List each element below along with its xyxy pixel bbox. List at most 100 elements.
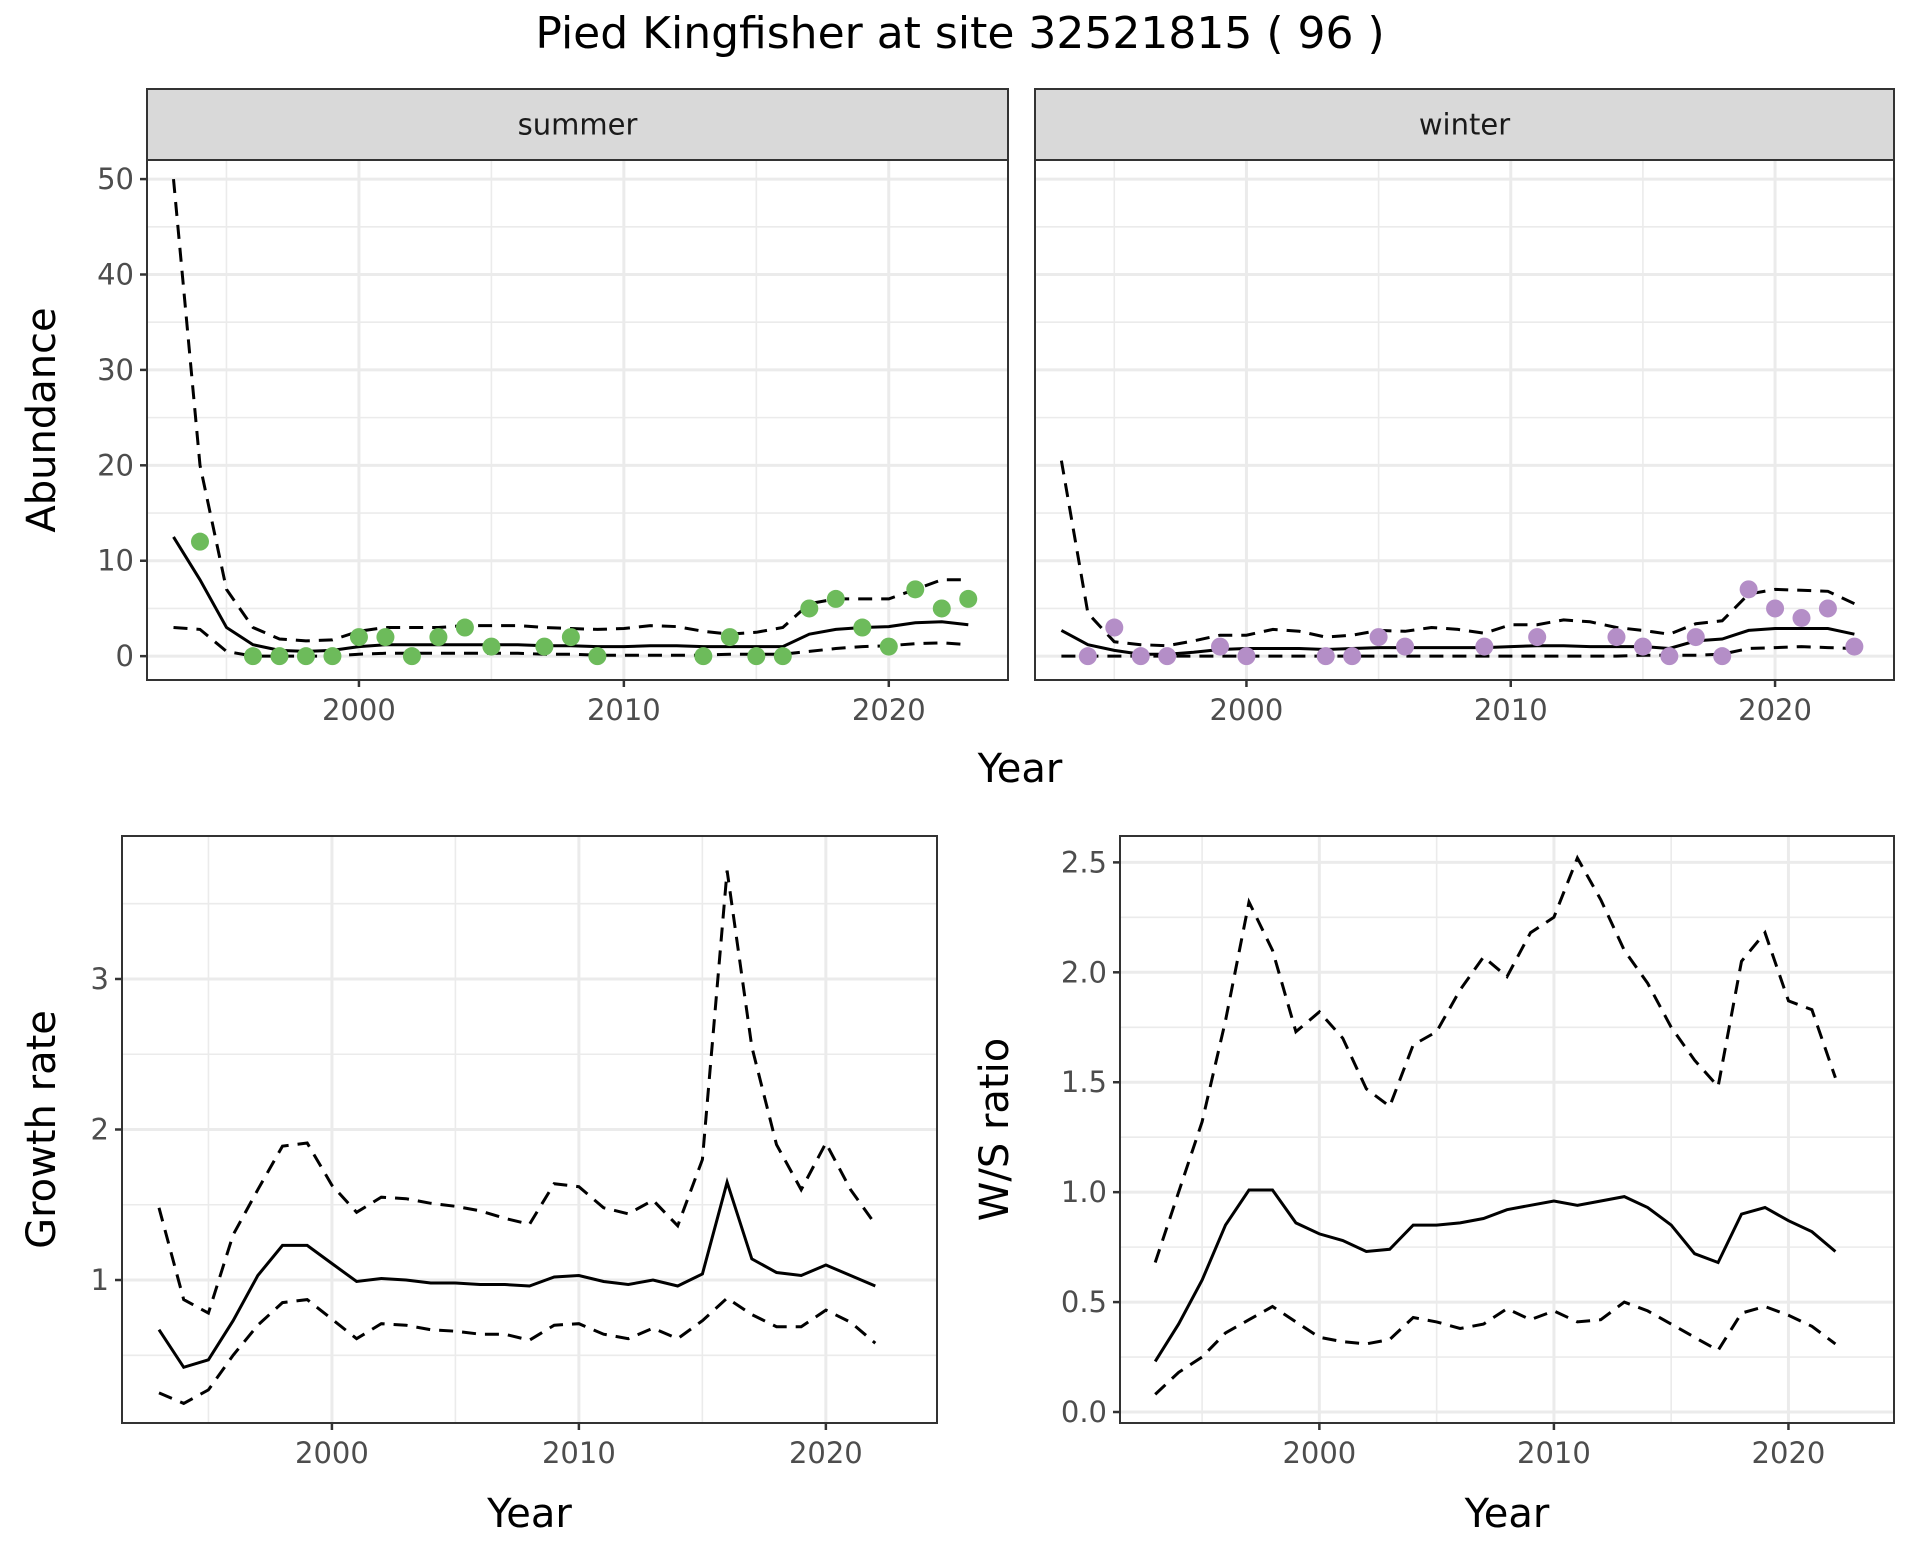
- data-point: [932, 599, 951, 618]
- data-point: [1739, 580, 1758, 599]
- plot-background: [1035, 160, 1894, 680]
- data-point: [1633, 637, 1652, 656]
- y-axis-title: Abundance: [19, 307, 65, 532]
- data-point: [720, 628, 739, 647]
- data-point: [270, 647, 289, 666]
- data-point: [429, 628, 448, 647]
- x-tick-label: 2020: [1752, 1436, 1826, 1470]
- data-point: [1528, 628, 1547, 647]
- data-point: [1131, 647, 1150, 666]
- panel-ratio: 2000 2010 2020 0.0 0.5 1.0 1.5 2.0 2.5 Year W/S ra…: [972, 835, 1895, 1537]
- y-tick-label: 2: [91, 1113, 109, 1147]
- x-tick-label: 2020: [852, 693, 926, 727]
- y-tick-label: 20: [97, 448, 134, 482]
- data-point: [402, 647, 421, 666]
- y-axis-title: W/S ratio: [972, 1038, 1018, 1221]
- data-point: [588, 647, 607, 666]
- y-tick-label: 2.5: [1061, 845, 1107, 879]
- panel-growth: 2000 2010 2020 1 2 3 Year Growth rate: [19, 835, 938, 1537]
- data-point: [1396, 637, 1415, 656]
- data-point: [959, 589, 978, 608]
- data-point: [1792, 608, 1811, 627]
- data-point: [906, 580, 925, 599]
- data-point: [747, 647, 766, 666]
- upper-ci-line: [1059, 460, 1856, 648]
- y-tick-label: 0.5: [1061, 1285, 1107, 1319]
- figure-title: Pied Kingfisher at site 32521815 ( 96 ): [535, 8, 1384, 59]
- data-point: [1316, 647, 1335, 666]
- data-point: [1105, 618, 1124, 637]
- y-axis-title: Growth rate: [19, 1010, 65, 1249]
- data-point: [296, 647, 315, 666]
- y-tick-label: 1: [91, 1263, 109, 1297]
- data-point: [1845, 637, 1864, 656]
- data-point: [773, 647, 792, 666]
- data-point: [455, 618, 474, 637]
- mean-line: [1153, 1188, 1837, 1363]
- data-point: [1078, 647, 1097, 666]
- data-point: [323, 647, 342, 666]
- data-point: [1713, 647, 1732, 666]
- y-tick-label: 0.0: [1061, 1395, 1107, 1429]
- x-tick-label: 2000: [295, 1436, 369, 1470]
- y-tick-label: 1.0: [1061, 1175, 1107, 1209]
- data-point: [1211, 637, 1230, 656]
- data-point: [1158, 647, 1177, 666]
- y-tick-label: 0: [116, 639, 134, 673]
- lower-ci-line: [1154, 1300, 1837, 1396]
- y-tick-label: 50: [97, 162, 134, 196]
- data-point: [694, 647, 713, 666]
- data-point: [1686, 628, 1705, 647]
- data-point: [1818, 599, 1837, 618]
- y-tick-label: 1.5: [1061, 1065, 1107, 1099]
- data-point: [349, 628, 368, 647]
- data-point: [535, 637, 554, 656]
- data-point: [826, 589, 845, 608]
- y-tick-label: 3: [91, 962, 109, 996]
- y-tick-label: 30: [97, 353, 134, 387]
- data-point: [1766, 599, 1785, 618]
- mean-line: [157, 1176, 876, 1370]
- x-tick-label: 2010: [587, 693, 661, 727]
- lower-ci-line: [1061, 645, 1855, 658]
- y-tick-label: 2.0: [1061, 955, 1107, 989]
- data-point: [1607, 628, 1626, 647]
- data-point: [243, 647, 262, 666]
- x-tick-label: 2000: [322, 693, 396, 727]
- lower-ci-line: [158, 1296, 877, 1406]
- x-tick-label: 2020: [789, 1436, 863, 1470]
- plot-background: [1120, 836, 1894, 1423]
- data-point: [853, 618, 872, 637]
- panel-winter: winter 2000 2010 2020: [1034, 88, 1895, 727]
- upper-ci-line: [157, 870, 877, 1316]
- x-tick-label: 2010: [542, 1436, 616, 1470]
- plot-background: [147, 160, 1008, 680]
- data-point: [1369, 628, 1388, 647]
- x-axis-title-top: Year: [977, 746, 1063, 792]
- facet-strip: [146, 88, 1009, 161]
- mean-line: [1060, 627, 1855, 656]
- facet-strip: [1034, 88, 1895, 161]
- data-point: [1343, 647, 1362, 666]
- data-point: [561, 628, 580, 647]
- x-tick-label: 2010: [1474, 693, 1548, 727]
- data-point: [800, 599, 819, 618]
- facet-strip-label: summer: [518, 108, 638, 142]
- x-tick-label: 2020: [1738, 693, 1812, 727]
- x-tick-label: 2010: [1517, 1436, 1591, 1470]
- data-point: [879, 637, 898, 656]
- x-axis-title: Year: [1464, 1491, 1550, 1537]
- x-tick-label: 2000: [1210, 693, 1284, 727]
- panel-border: [1119, 835, 1895, 1424]
- data-point: [482, 637, 501, 656]
- y-tick-label: 40: [97, 257, 134, 291]
- data-point: [1660, 647, 1679, 666]
- data-point: [190, 532, 209, 551]
- upper-ci-line: [1153, 854, 1837, 1263]
- data-point: [1475, 637, 1494, 656]
- x-axis-title: Year: [486, 1491, 572, 1537]
- panel-summer: summer 2000 2010 2020 0 10 20 30 40 50 Abundance: [19, 88, 1009, 727]
- x-tick-label: 2000: [1282, 1436, 1356, 1470]
- facet-strip-label: winter: [1419, 108, 1510, 142]
